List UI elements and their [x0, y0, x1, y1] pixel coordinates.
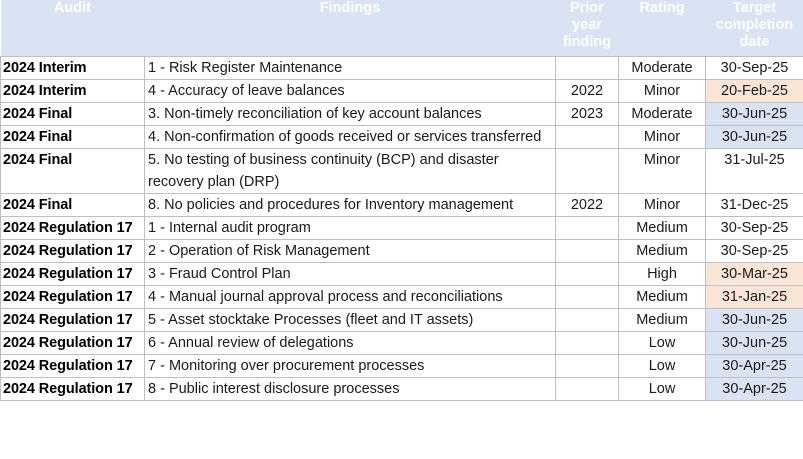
header-prior-year-finding: Prior year finding — [555, 0, 619, 57]
target-date-cell: 30-Apr-25 — [705, 354, 803, 378]
rating-cell: Minor — [618, 193, 706, 217]
finding-cell: 3 - Fraud Control Plan — [144, 262, 556, 286]
finding-cell: 8 - Public interest disclosure processes — [144, 377, 556, 401]
prior-year-cell — [555, 354, 619, 378]
table-row: 2024 Regulation 17 1 - Internal audit pro… — [0, 216, 803, 240]
prior-year-cell — [555, 239, 619, 263]
target-date-cell: 31-Dec-25 — [705, 193, 803, 217]
target-date-cell: 30-Sep-25 — [705, 56, 803, 80]
table-row: 2024 Regulation 17 5 - Asset stocktake Pr… — [0, 308, 803, 332]
table-row: 2024 Interim 1 - Risk Register Maintenanc… — [0, 56, 803, 80]
rating-cell: Low — [618, 354, 706, 378]
table-row: 2024 Final 5. No testing of business cont… — [0, 148, 803, 194]
audit-cell: 2024 Interim — [0, 79, 145, 103]
finding-cell: 7 - Monitoring over procurement processe… — [144, 354, 556, 378]
audit-cell: 2024 Regulation 17 — [0, 308, 145, 332]
audit-cell: 2024 Regulation 17 — [0, 354, 145, 378]
prior-year-cell — [555, 262, 619, 286]
audit-cell: 2024 Final — [0, 102, 145, 126]
target-date-cell: 30-Mar-25 — [705, 262, 803, 286]
finding-cell: 5. No testing of business continuity (BC… — [144, 148, 556, 194]
table-body: 2024 Interim 1 - Risk Register Maintenanc… — [0, 56, 803, 401]
audit-cell: 2024 Final — [0, 125, 145, 149]
rating-cell: Medium — [618, 308, 706, 332]
prior-year-cell — [555, 216, 619, 240]
prior-year-cell: 2022 — [555, 193, 619, 217]
header-audit: Audit — [0, 0, 145, 57]
rating-cell: High — [618, 262, 706, 286]
target-date-cell: 30-Apr-25 — [705, 377, 803, 401]
rating-cell: Medium — [618, 239, 706, 263]
table-row: 2024 Regulation 17 3 - Fraud Control Plan… — [0, 262, 803, 286]
prior-year-cell — [555, 56, 619, 80]
target-date-cell: 30-Jun-25 — [705, 102, 803, 126]
header-row: Audit Findings Prior year finding Rating… — [0, 0, 803, 57]
target-date-cell: 30-Jun-25 — [705, 125, 803, 149]
table-row: 2024 Regulation 17 7 - Monitoring over pr… — [0, 354, 803, 378]
audit-cell: 2024 Regulation 17 — [0, 377, 145, 401]
audit-cell: 2024 Final — [0, 148, 145, 194]
table-row: 2024 Regulation 17 8 - Public interest di… — [0, 377, 803, 401]
finding-cell: 4 - Accuracy of leave balances — [144, 79, 556, 103]
header-rating: Rating — [618, 0, 706, 57]
prior-year-cell — [555, 331, 619, 355]
table-row: 2024 Regulation 17 4 - Manual journal app… — [0, 285, 803, 309]
rating-cell: Minor — [618, 125, 706, 149]
rating-cell: Medium — [618, 216, 706, 240]
rating-cell: Medium — [618, 285, 706, 309]
prior-year-cell: 2022 — [555, 79, 619, 103]
prior-year-cell — [555, 377, 619, 401]
prior-year-cell — [555, 125, 619, 149]
table-row: 2024 Final 4. Non-confirmation of goods r… — [0, 125, 803, 149]
header-target-completion-date: Target completion date — [705, 0, 803, 57]
finding-cell: 1 - Internal audit program — [144, 216, 556, 240]
prior-year-cell: 2023 — [555, 102, 619, 126]
rating-cell: Low — [618, 331, 706, 355]
table-row: 2024 Regulation 17 6 - Annual review of d… — [0, 331, 803, 355]
finding-cell: 6 - Annual review of delegations — [144, 331, 556, 355]
target-date-cell: 30-Jun-25 — [705, 308, 803, 332]
table-row: 2024 Final 3. Non-timely reconciliation o… — [0, 102, 803, 126]
rating-cell: Low — [618, 377, 706, 401]
audit-cell: 2024 Regulation 17 — [0, 285, 145, 309]
finding-cell: 3. Non-timely reconciliation of key acco… — [144, 102, 556, 126]
audit-cell: 2024 Regulation 17 — [0, 331, 145, 355]
finding-cell: 1 - Risk Register Maintenance — [144, 56, 556, 80]
audit-cell: 2024 Interim — [0, 56, 145, 80]
finding-cell: 4. Non-confirmation of goods received or… — [144, 125, 556, 149]
audit-cell: 2024 Regulation 17 — [0, 262, 145, 286]
prior-year-cell — [555, 285, 619, 309]
audit-findings-table: Audit Findings Prior year finding Rating… — [0, 0, 803, 401]
audit-cell: 2024 Final — [0, 193, 145, 217]
target-date-cell: 31-Jan-25 — [705, 285, 803, 309]
target-date-cell: 30-Sep-25 — [705, 216, 803, 240]
target-date-cell: 30-Sep-25 — [705, 239, 803, 263]
prior-year-cell — [555, 308, 619, 332]
finding-cell: 5 - Asset stocktake Processes (fleet and… — [144, 308, 556, 332]
rating-cell: Minor — [618, 148, 706, 194]
finding-cell: 2 - Operation of Risk Management — [144, 239, 556, 263]
rating-cell: Moderate — [618, 56, 706, 80]
audit-cell: 2024 Regulation 17 — [0, 239, 145, 263]
target-date-cell: 20-Feb-25 — [705, 79, 803, 103]
finding-cell: 4 - Manual journal approval process and … — [144, 285, 556, 309]
audit-cell: 2024 Regulation 17 — [0, 216, 145, 240]
table-row: 2024 Final 8. No policies and procedures … — [0, 193, 803, 217]
rating-cell: Moderate — [618, 102, 706, 126]
table-row: 2024 Interim 4 - Accuracy of leave balanc… — [0, 79, 803, 103]
target-date-cell: 30-Jun-25 — [705, 331, 803, 355]
finding-cell: 8. No policies and procedures for Invent… — [144, 193, 556, 217]
table-row: 2024 Regulation 17 2 - Operation of Risk … — [0, 239, 803, 263]
header-findings: Findings — [144, 0, 556, 57]
rating-cell: Minor — [618, 79, 706, 103]
target-date-cell: 31-Jul-25 — [705, 148, 803, 194]
prior-year-cell — [555, 148, 619, 194]
